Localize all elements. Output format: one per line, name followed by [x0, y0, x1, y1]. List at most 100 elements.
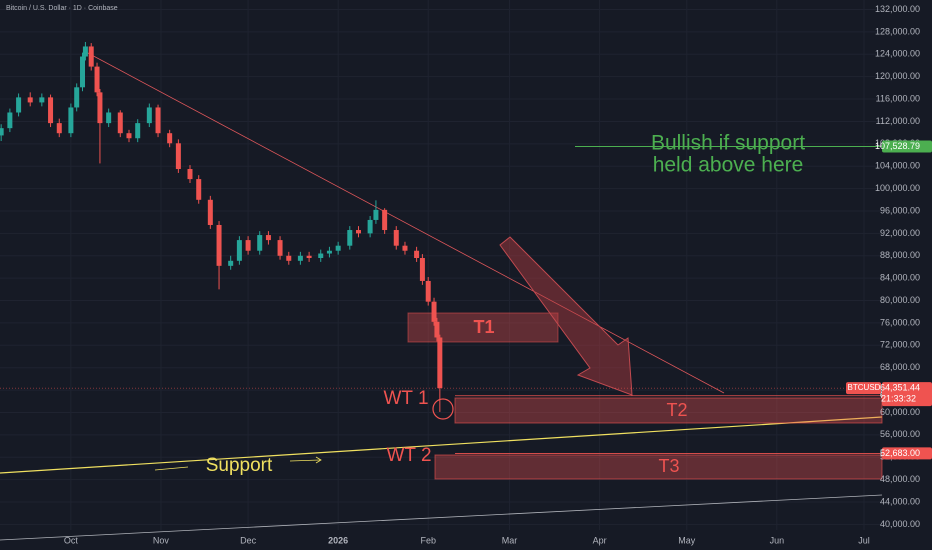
candle-body [82, 46, 88, 57]
grid [0, 0, 882, 530]
y-tick-label: 76,000.00 [880, 317, 920, 327]
candle-body [97, 92, 103, 124]
y-tick-label: 124,000.00 [875, 49, 920, 59]
lower-line [0, 494, 883, 541]
y-tick-label: 132,000.00 [875, 4, 920, 14]
y-tick-label: 72,000.00 [880, 340, 920, 350]
candle-body [0, 128, 4, 136]
candle-body [373, 209, 379, 220]
candle-body [155, 107, 161, 134]
y-tick-label: 112,000.00 [876, 116, 920, 126]
x-tick-label: Feb [420, 535, 436, 545]
candle-body [106, 112, 112, 124]
t3-label: T3 [658, 456, 679, 476]
t1-label: T1 [473, 317, 494, 337]
y-tick-label: 68,000.00 [880, 362, 920, 372]
candle-body [245, 240, 251, 251]
candle-body [175, 143, 181, 170]
x-tick-label: Jul [858, 535, 870, 545]
t3-box [434, 454, 883, 480]
last-price-label: 64,351.44 [880, 382, 920, 392]
candle-body [425, 280, 431, 302]
level-tag-label: 107,528.79 [875, 141, 920, 151]
candle-body [88, 46, 94, 67]
t2-label: T2 [666, 400, 687, 420]
x-tick-label: Dec [240, 535, 257, 545]
candle-body [286, 255, 292, 261]
candle-body [347, 230, 353, 246]
support-line [0, 416, 883, 474]
circle-marker [432, 398, 454, 420]
y-tick-label: 116,000.00 [876, 93, 920, 103]
candle-body [207, 199, 213, 225]
annotation-texts: Bullish if support held above here T1 T2… [206, 132, 805, 476]
level-tag-label: 52,683.00 [880, 448, 920, 458]
y-tick-label: 100,000.00 [875, 183, 920, 193]
x-tick-label: 2026 [328, 535, 348, 545]
trend-line [85, 51, 725, 394]
candle-body [39, 97, 45, 103]
candle-body [48, 97, 54, 124]
candle-body [187, 169, 193, 180]
candles [0, 41, 882, 454]
candle-body [80, 56, 86, 88]
candle-body [117, 112, 123, 134]
price-axis: 40,000.0044,000.0048,000.0052,000.0056,0… [64, 4, 932, 545]
bullish-text: held above here [653, 154, 804, 177]
x-tick-label: May [678, 535, 696, 545]
candle-body [402, 245, 408, 251]
candle-body [265, 235, 271, 241]
wt2-label: WT 2 [386, 445, 431, 466]
candle-body [94, 66, 100, 93]
y-tick-label: 104,000.00 [875, 161, 920, 171]
down-arrow [499, 236, 633, 396]
y-tick-label: 92,000.00 [880, 228, 920, 238]
chart-title: Bitcoin / U.S. Dollar · 1D · Coinbase [6, 5, 118, 12]
candle-body [68, 107, 74, 134]
last-price-tag [882, 382, 932, 407]
candle-body [437, 337, 443, 389]
candle-body [146, 107, 152, 124]
candle-body [382, 209, 388, 231]
x-tick-label: Apr [593, 535, 607, 545]
x-tick-label: Nov [153, 535, 170, 545]
candle-body [326, 250, 332, 254]
candle-body [277, 240, 283, 256]
countdown-label: 21:33:32 [881, 393, 916, 403]
candle-body [16, 97, 22, 113]
candle-body [367, 219, 373, 234]
candle-body [126, 133, 132, 139]
candle-body [431, 301, 437, 322]
support-arrow-tail [154, 466, 189, 471]
candle-body [216, 224, 222, 266]
y-tick-label: 60,000.00 [880, 407, 920, 417]
candle-body [414, 250, 420, 259]
candle-body [393, 230, 399, 246]
candle-body [74, 87, 80, 108]
candle-body [56, 123, 62, 134]
candle-body [355, 230, 361, 234]
candle-body [335, 245, 341, 251]
x-tick-label: Oct [64, 535, 79, 545]
drawings [0, 51, 883, 541]
y-tick-label: 88,000.00 [880, 250, 920, 260]
candle-body [167, 133, 173, 144]
candle-body [257, 235, 263, 251]
support-arrow-head [315, 456, 322, 464]
t2-box [454, 397, 883, 424]
candle-body [434, 321, 440, 338]
candle-body [135, 123, 141, 139]
candle-body [7, 112, 13, 129]
support-label: Support [206, 455, 273, 476]
y-tick-label: 56,000.00 [880, 429, 920, 439]
candle-body [419, 258, 425, 281]
y-tick-label: 128,000.00 [875, 26, 920, 36]
y-tick-label: 80,000.00 [880, 295, 920, 305]
level-tag [882, 140, 932, 153]
candle-body [297, 255, 303, 261]
support-arrow [289, 459, 321, 462]
x-tick-label: Mar [502, 535, 518, 545]
y-tick-label: 44,000.00 [880, 496, 920, 506]
symbol-tag [846, 382, 881, 395]
